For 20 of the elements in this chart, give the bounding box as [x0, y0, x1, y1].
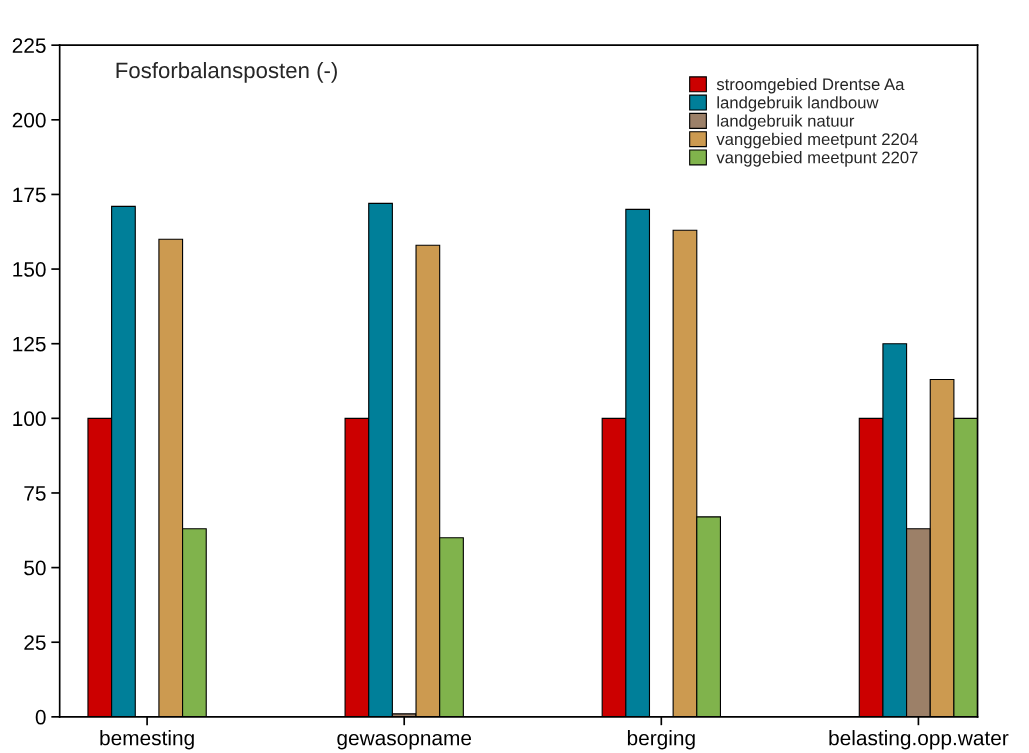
- y-tick-label: 225: [12, 38, 46, 53]
- x-tick-label: berging: [627, 730, 695, 750]
- y-tick-label: 50: [24, 560, 46, 576]
- y-tick-label: 0: [35, 709, 46, 725]
- y-tick-label: 75: [24, 486, 46, 501]
- y-tick-label: 25: [24, 635, 46, 650]
- text: Fosforbalansposten (-): [116, 61, 337, 83]
- y-tick-label: 100: [13, 411, 46, 427]
- legend-label: vanggebied meetpunt 2204: [716, 132, 918, 149]
- legend-label: landgebruik landbouw: [717, 96, 879, 112]
- y-tick-label: 200: [12, 112, 46, 128]
- legend-label: vanggebied meetpunt 2207: [716, 151, 918, 167]
- x-tick-label: belasting.opp.water: [829, 730, 1009, 750]
- x-tick-label: gewasopname: [337, 733, 472, 750]
- legend-label: landgebruik natuur: [717, 114, 855, 131]
- y-tick-label: 150: [13, 262, 46, 277]
- x-tick-label: bemesting: [100, 730, 194, 750]
- y-tick-label: 125: [13, 336, 46, 352]
- y-tick-label: 175: [13, 187, 46, 203]
- legend-label: stroomgebied Drentse Aa: [716, 77, 905, 94]
